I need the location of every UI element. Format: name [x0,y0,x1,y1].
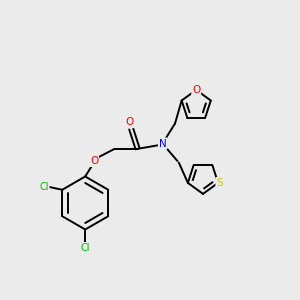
Text: O: O [126,117,134,127]
Text: O: O [192,85,200,95]
Text: Cl: Cl [80,243,90,253]
Text: N: N [159,139,167,148]
Text: O: O [90,156,98,166]
Text: Cl: Cl [39,182,49,192]
Text: N: N [159,139,167,148]
Text: S: S [216,178,223,188]
